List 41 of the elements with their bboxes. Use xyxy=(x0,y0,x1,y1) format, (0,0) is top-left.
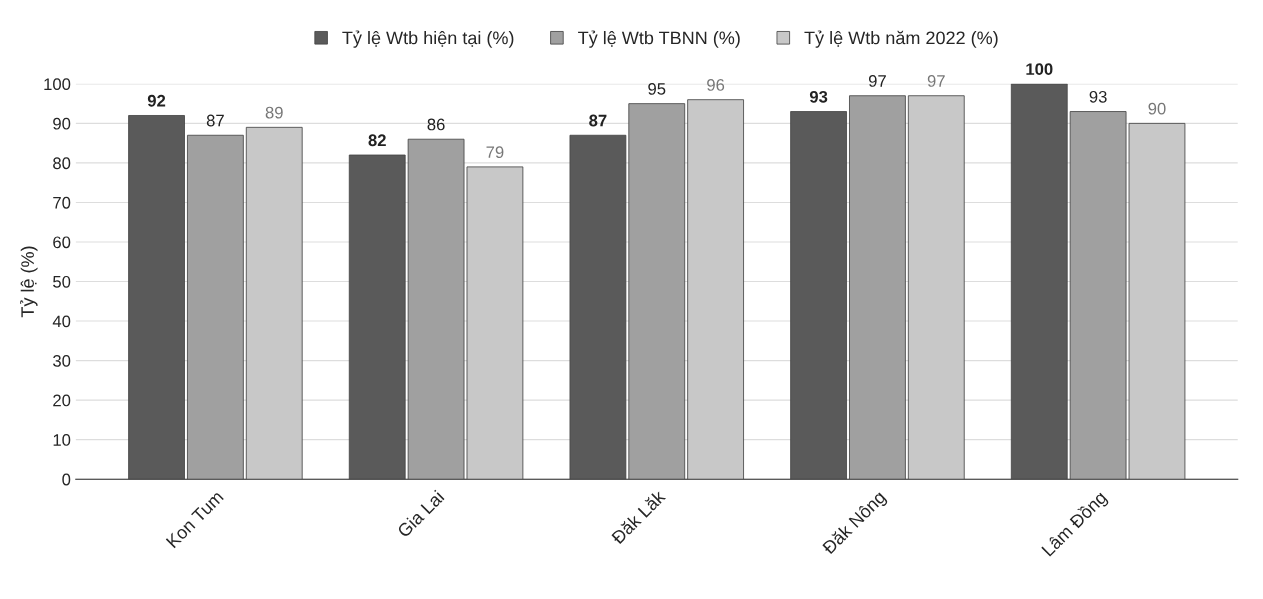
data-label: 87 xyxy=(589,114,607,127)
bar xyxy=(907,95,965,480)
data-label: 92 xyxy=(147,94,166,107)
y-tick-label: 20 xyxy=(53,394,71,407)
legend-label: Tỷ lệ Wtb hiện tại (%) xyxy=(342,30,514,48)
y-tick-label: 80 xyxy=(53,157,71,170)
y-tick-label: 0 xyxy=(62,473,71,486)
data-label: 97 xyxy=(927,75,945,87)
bar xyxy=(849,95,906,480)
y-tick-label: 40 xyxy=(52,315,71,328)
y-tick-label: 50 xyxy=(53,275,71,288)
data-label: 86 xyxy=(427,118,445,131)
y-axis-title: Tỷ lệ (%) xyxy=(20,246,38,318)
bar xyxy=(687,99,744,480)
data-label: 89 xyxy=(265,106,283,119)
data-label: 100 xyxy=(1026,63,1053,76)
data-label: 93 xyxy=(809,90,828,103)
data-label: 95 xyxy=(648,82,666,95)
y-tick-label: 70 xyxy=(53,196,71,209)
data-label: 79 xyxy=(486,146,504,159)
bar xyxy=(187,134,244,480)
data-label: 96 xyxy=(707,79,725,91)
bar xyxy=(1010,83,1068,480)
x-tick-label: Đăk Lăk xyxy=(609,488,667,546)
data-label: 97 xyxy=(868,75,886,87)
bar xyxy=(128,115,185,480)
y-tick-label: 10 xyxy=(53,434,71,446)
y-tick-label: 30 xyxy=(53,355,71,367)
data-label: 82 xyxy=(368,134,386,147)
y-tick-label: 100 xyxy=(44,78,71,91)
data-label: 90 xyxy=(1148,102,1166,115)
x-tick-label: Gia Lai xyxy=(396,489,445,539)
legend-label: Tỷ lệ Wtb năm 2022 (%) xyxy=(804,30,998,48)
y-tick-label: 90 xyxy=(53,117,71,130)
bar xyxy=(790,111,847,480)
x-tick-label: Kon Tum xyxy=(165,490,224,549)
legend-label: Tỷ lệ Wtb TBNN (%) xyxy=(578,30,740,48)
data-label: 87 xyxy=(206,114,224,127)
bar xyxy=(245,126,303,480)
data-label: 93 xyxy=(1089,90,1107,103)
y-tick-label: 60 xyxy=(53,236,71,249)
